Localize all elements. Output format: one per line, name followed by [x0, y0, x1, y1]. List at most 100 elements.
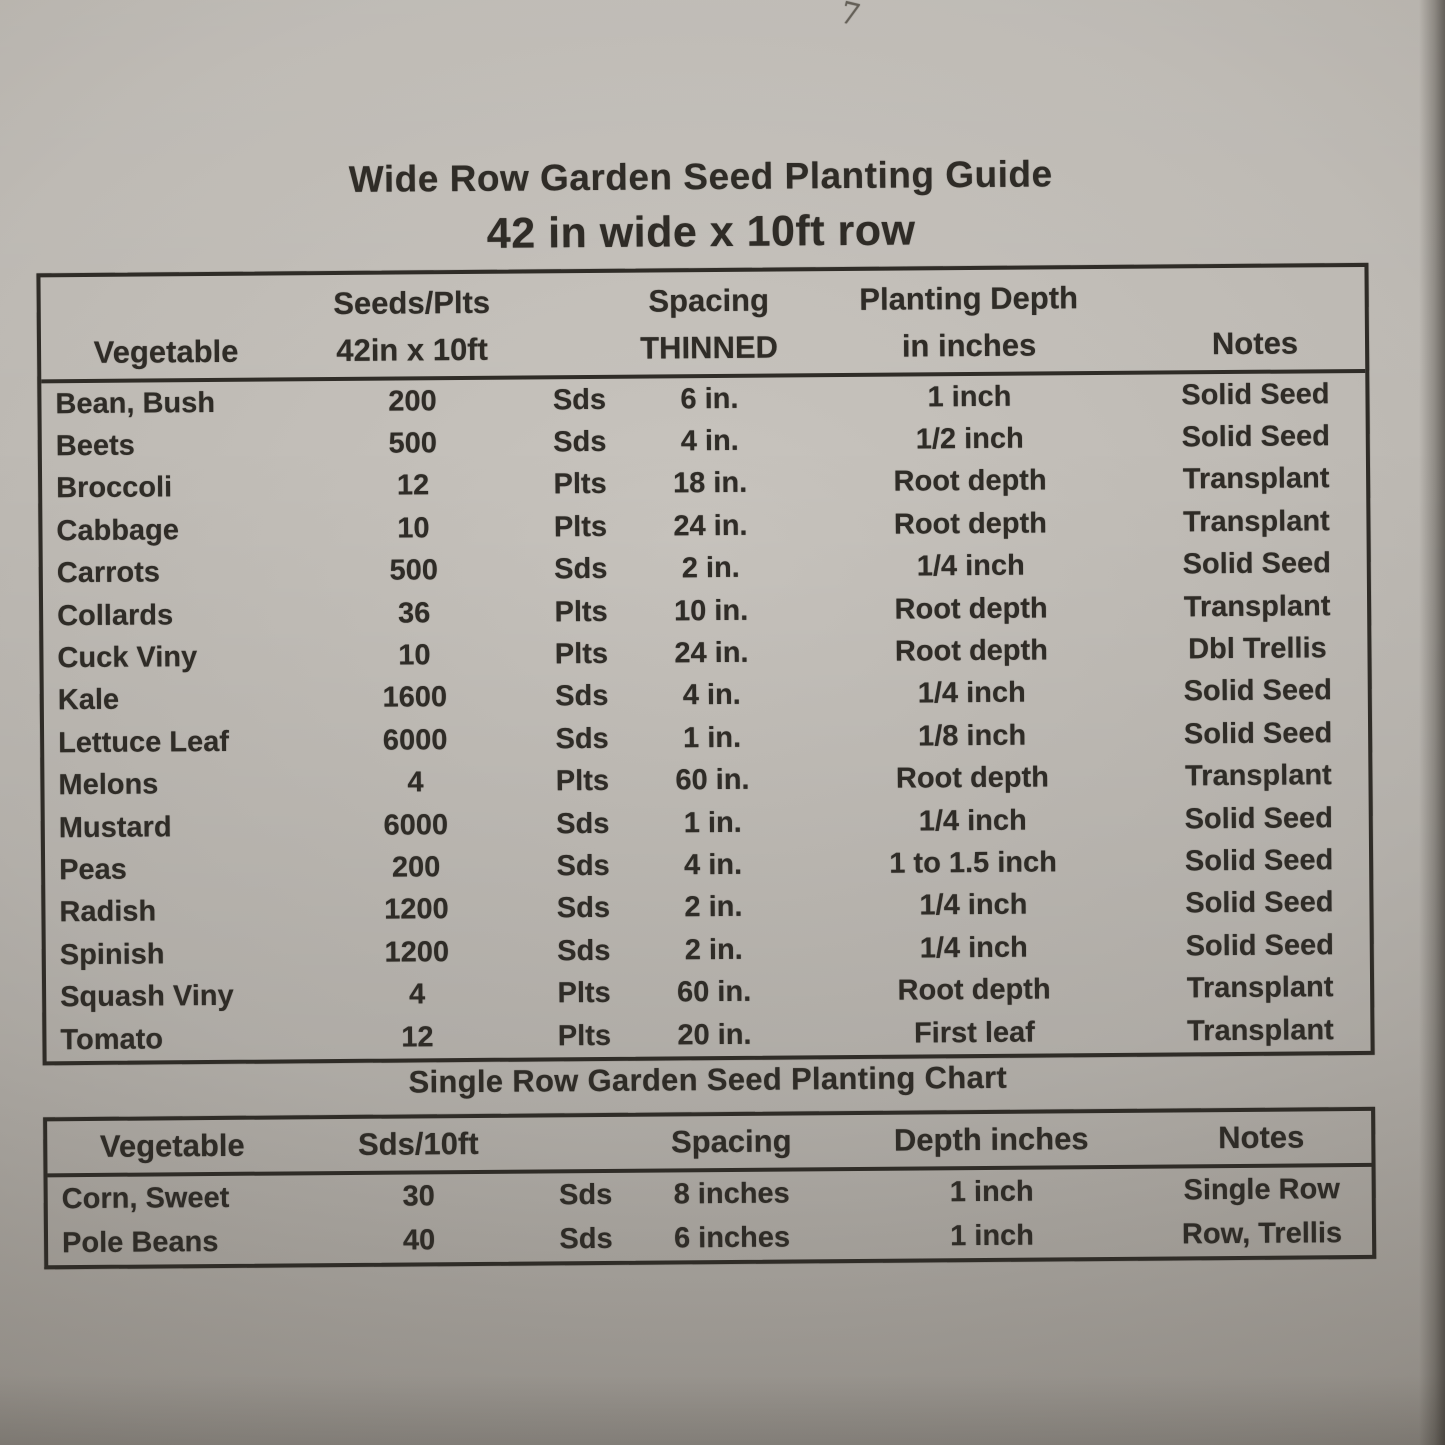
spacing-cell: 2 in. — [684, 933, 743, 967]
depth-cell: 1/4 inch — [919, 888, 1028, 922]
vegetable-cell: Corn, Sweet — [61, 1181, 230, 1215]
unit-cell: Sds — [555, 680, 609, 713]
unit-cell: Sds — [558, 1178, 613, 1211]
vegetable-cell: Kale — [57, 684, 120, 717]
depth-cell: 1/2 inch — [915, 422, 1024, 456]
qty-cell: 12 — [401, 1020, 434, 1054]
spacing-cell: 8 inches — [673, 1176, 790, 1210]
header-vegetable-label: Vegetable — [93, 333, 239, 370]
vegetable-cell: Squash Viny — [60, 980, 234, 1014]
depth-cell: First leaf — [913, 1016, 1036, 1050]
qty-cell: 30 — [402, 1179, 435, 1213]
spacing-cell: 6 in. — [680, 382, 739, 416]
notes-cell: Transplant — [1182, 505, 1330, 539]
depth-cell: 1 inch — [949, 1175, 1034, 1208]
notes-cell: Transplant — [1186, 1013, 1334, 1047]
vegetable-cell: Pole Beans — [61, 1225, 219, 1259]
qty-cell: 500 — [388, 427, 438, 460]
spacing-cell: 24 in. — [673, 509, 748, 543]
spacing-cell: 20 in. — [677, 1018, 752, 1051]
unit-cell: Sds — [555, 722, 609, 756]
spacing-cell: 18 in. — [672, 467, 748, 500]
photo-bottom-shadow — [0, 1375, 1445, 1445]
vegetable-cell: Lettuce Leaf — [58, 725, 230, 760]
notes-cell: Solid Seed — [1184, 801, 1334, 835]
depth-cell: 1 to 1.5 inch — [889, 846, 1058, 880]
depth-cell: Root depth — [894, 634, 1049, 668]
table-row: Pole Beans 40 Sds 6 inches 1 inch Row, Trelli… — [48, 1211, 1372, 1265]
qty-cell: 10 — [397, 512, 430, 545]
page-title: Wide Row Garden Seed Planting Guide — [348, 153, 1053, 200]
notes-cell: Transplant — [1183, 589, 1331, 624]
unit-cell: Plts — [557, 977, 611, 1010]
depth-cell: 1 inch — [950, 1219, 1035, 1252]
unit-cell: Sds — [556, 892, 611, 925]
vegetable-cell: Radish — [59, 895, 157, 929]
header-depth-label: Depth inches — [893, 1121, 1089, 1158]
vegetable-cell: Tomato — [60, 1022, 164, 1056]
depth-cell: 1/4 inch — [918, 804, 1027, 838]
notes-cell: Transplant — [1182, 462, 1330, 496]
spacing-cell: 2 in. — [684, 891, 743, 924]
header-notes: Notes — [1144, 267, 1365, 371]
header-spacing-bottom: THINNED — [640, 329, 779, 366]
depth-cell: Root depth — [893, 507, 1048, 541]
notes-cell: Solid Seed — [1184, 844, 1334, 878]
unit-cell: Plts — [555, 765, 610, 798]
qty-cell: 6000 — [382, 723, 448, 757]
vegetable-cell: Broccoli — [56, 471, 173, 505]
depth-cell: Root depth — [893, 464, 1047, 499]
notes-cell: Solid Seed — [1182, 547, 1332, 581]
header-vegetable: Vegetable — [40, 275, 291, 379]
vegetable-cell: Cabbage — [56, 514, 180, 548]
header-seeds: Seeds/Plts 42in x 10ft — [290, 273, 533, 377]
spacing-cell: 4 in. — [680, 424, 739, 458]
notes-cell: Solid Seed — [1185, 928, 1335, 963]
single-row-table-header: Vegetable Sds/10ft Spacing Depth inches … — [47, 1110, 1372, 1178]
depth-cell: 1/4 inch — [917, 677, 1026, 710]
depth-cell: 1/4 inch — [916, 549, 1025, 583]
table-row: Tomato 12 Plts 20 in. First leaf Transplant — [46, 1009, 1370, 1062]
spacing-cell: 60 in. — [676, 975, 752, 1009]
spacing-cell: 4 in. — [683, 848, 743, 882]
unit-cell: Sds — [553, 425, 607, 459]
unit-cell: Plts — [557, 1019, 612, 1052]
qty-cell: 6000 — [383, 808, 449, 842]
vegetable-cell: Cuck Viny — [57, 641, 198, 675]
header-seeds-bottom: 42in x 10ft — [336, 331, 489, 369]
spacing-cell: 2 in. — [681, 552, 740, 585]
single-row-table-body: Corn, Sweet 30 Sds 8 inches 1 inch Single Row… — [48, 1167, 1373, 1265]
header-notes-label: Notes — [1218, 1119, 1305, 1156]
unit-cell: Sds — [556, 807, 610, 840]
qty-cell: 4 — [408, 978, 426, 1011]
depth-cell: 1 inch — [927, 380, 1012, 414]
unit-cell: Sds — [552, 383, 607, 417]
vegetable-cell: Mustard — [58, 810, 172, 844]
vegetable-cell: Spinish — [59, 938, 165, 971]
qty-cell: 4 — [407, 766, 424, 799]
depth-cell: 1/8 inch — [917, 719, 1027, 753]
unit-cell: Sds — [559, 1222, 613, 1255]
notes-cell: Transplant — [1184, 759, 1332, 793]
unit-cell: Sds — [556, 849, 610, 883]
header-unit-spacer — [539, 1143, 631, 1144]
notes-cell: Single Row — [1183, 1172, 1340, 1206]
vegetable-cell: Carrots — [56, 556, 161, 590]
handwritten-corner-mark: 7 — [836, 0, 864, 34]
notes-cell: Solid Seed — [1185, 886, 1334, 920]
header-qty-label: Sds/10ft — [357, 1125, 479, 1162]
header-depth: Planting Depth in inches — [792, 269, 1145, 374]
notes-cell: Solid Seed — [1183, 674, 1333, 708]
header-unit-spacer — [532, 273, 625, 376]
header-notes-label: Notes — [1211, 325, 1299, 362]
vegetable-cell: Beets — [55, 429, 135, 463]
header-spacing-top: Spacing — [648, 282, 770, 319]
depth-cell: Root depth — [895, 761, 1050, 795]
qty-cell: 500 — [389, 554, 439, 587]
paper-edge-shadow — [1419, 0, 1445, 1445]
qty-cell: 1200 — [384, 935, 450, 969]
vegetable-cell: Bean, Bush — [55, 386, 216, 420]
qty-cell: 1600 — [382, 681, 448, 715]
notes-cell: Dbl Trellis — [1188, 632, 1327, 666]
